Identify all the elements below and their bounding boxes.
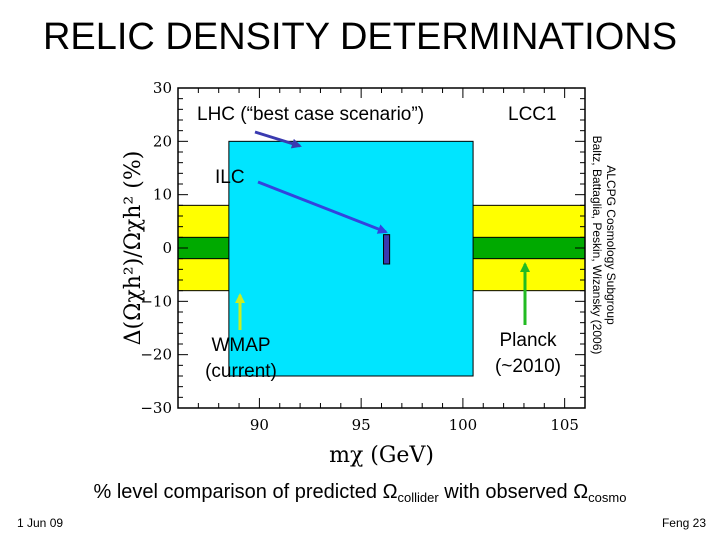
lcc1-annotation: LCC1 — [508, 104, 557, 125]
ilc-arrow — [257, 180, 388, 234]
planck-label-line1: Planck — [499, 330, 557, 351]
x-tick-label: 100 — [449, 416, 478, 434]
y-tick-label: 10 — [153, 186, 172, 204]
x-axis-label: mχ (GeV) — [329, 443, 434, 468]
region-ilc — [383, 234, 391, 265]
planck-label-line2: (~2010) — [494, 356, 562, 377]
caption-middle: with observed — [438, 481, 574, 503]
collider-subscript: collider — [397, 490, 439, 505]
slide-caption: % level comparison of predicted Ωcollide… — [0, 481, 720, 505]
y-tick-label: 30 — [153, 79, 172, 97]
x-tick-label: 105 — [550, 416, 579, 434]
slide-title: RELIC DENSITY DETERMINATIONS — [42, 16, 678, 58]
planck-annotation: Planck (~2010) — [478, 328, 578, 380]
x-tick-label: 95 — [352, 416, 371, 434]
reference-citation: ALCPG Cosmology Subgroup Baltz, Battagli… — [590, 115, 618, 375]
footer-date: 1 Jun 09 — [17, 516, 64, 530]
wmap-label-line1: WMAP — [211, 335, 271, 356]
citation-line1: ALCPG Cosmology Subgroup — [604, 165, 618, 325]
omega-symbol: Ω — [382, 481, 398, 503]
omega-symbol-2: Ω — [573, 481, 589, 503]
citation-line2: Baltz, Battaglia, Peskin, Wizansky (2006… — [590, 135, 604, 355]
wmap-label-line2: (current) — [205, 361, 277, 382]
x-tick-label: 90 — [250, 416, 269, 434]
ilc-annotation: ILC — [215, 167, 245, 188]
y-tick-label: −20 — [140, 346, 172, 364]
region-lhc — [228, 140, 474, 377]
lhc-arrow — [254, 130, 302, 149]
cosmo-subscript: cosmo — [588, 490, 627, 505]
footer-page: Feng 23 — [661, 516, 706, 530]
y-axis-label: Δ(Ωχh²)/Ωχh² (%) — [121, 151, 146, 346]
y-tick-label: 20 — [153, 132, 172, 150]
lhc-annotation: LHC (“best case scenario”) — [197, 104, 425, 125]
caption-prefix: % level comparison of predicted — [93, 481, 383, 503]
y-tick-label: −30 — [140, 399, 172, 417]
y-tick-label: 0 — [162, 239, 172, 257]
y-tick-label: −10 — [140, 292, 172, 310]
wmap-annotation: WMAP (current) — [193, 333, 289, 385]
